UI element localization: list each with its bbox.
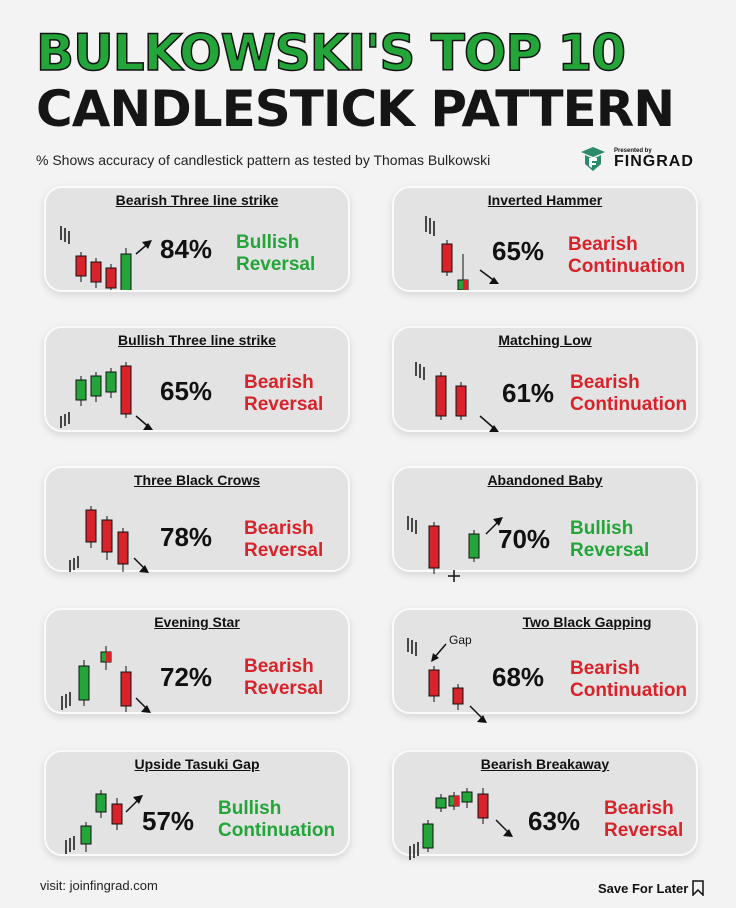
result-label: Bearish Reversal [604, 798, 684, 842]
candlestick-pattern-icon [415, 362, 499, 432]
pattern-card: Bullish Three line strike 65% Bearish Rev… [44, 326, 350, 432]
candlestick-pattern-icon [425, 216, 499, 290]
pattern-name: Bearish Three line strike [115, 192, 279, 208]
save-for-later-button[interactable]: Save For Later [598, 880, 705, 896]
result-label: Bearish Reversal [244, 372, 324, 416]
accuracy-value: 72% [160, 662, 213, 692]
pattern-name: Bearish Breakaway [480, 756, 610, 772]
subtitle: % Shows accuracy of candlestick pattern … [36, 152, 491, 168]
result-label: Bearish Reversal [244, 656, 324, 700]
gap-annotation: Gap [449, 633, 472, 647]
candlestick-pattern-icon [60, 226, 152, 290]
pattern-card: Inverted Hammer 65% Bearish Continuation [392, 186, 698, 292]
brand[interactable]: Presented by FINGRAD [578, 144, 694, 174]
pattern-card: Abandoned Baby 70% Bullish Reversal [392, 466, 698, 582]
accuracy-value: 65% [492, 236, 545, 266]
brand-presented-label: Presented by [614, 148, 652, 154]
accuracy-value: 70% [498, 524, 551, 554]
fingrad-logo-icon [581, 147, 605, 171]
pattern-card: Matching Low 61% Bearish Continuation [392, 326, 698, 432]
pattern-card: Evening Star 72% Bearish Reversal [44, 608, 350, 714]
result-label: Bullish Reversal [236, 232, 316, 276]
bookmark-icon [692, 880, 705, 896]
candlestick-pattern-icon [407, 516, 503, 582]
pattern-name: Upside Tasuki Gap [134, 756, 260, 772]
candlestick-pattern-icon [409, 788, 513, 860]
accuracy-value: 61% [502, 378, 555, 408]
save-label: Save For Later [598, 880, 689, 896]
accuracy-value: 68% [492, 662, 545, 692]
result-label: Bearish Reversal [244, 518, 324, 562]
accuracy-value: 65% [160, 376, 213, 406]
candlestick-pattern-icon [61, 646, 151, 713]
accuracy-value: 78% [160, 522, 213, 552]
title-line-1: BULKOWSKI'S TOP 10 [35, 24, 627, 82]
brand-name: FINGRAD [614, 153, 694, 170]
pattern-name: Two Black Gapping [522, 614, 652, 630]
pattern-card: Bearish Three line strike 84% Bullish Rev… [44, 186, 350, 292]
pattern-name: Three Black Crows [133, 472, 261, 488]
pattern-card: Two Black Gapping Gap 68% Bearish Continu… [392, 608, 698, 723]
pattern-name: Abandoned Baby [487, 472, 603, 488]
result-label: Bullish Reversal [570, 518, 650, 562]
candlestick-pattern-icon [60, 362, 153, 430]
accuracy-value: 57% [142, 806, 195, 836]
accuracy-value: 84% [160, 234, 213, 264]
pattern-name: Bullish Three line strike [118, 332, 276, 348]
visit-link[interactable]: visit: joinfingrad.com [40, 878, 158, 893]
pattern-name: Matching Low [498, 332, 592, 348]
title-line-2: CANDLESTICK PATTERN [36, 80, 675, 138]
result-label: Bearish Continuation [570, 372, 688, 416]
pattern-name: Evening Star [154, 614, 240, 630]
accuracy-value: 63% [528, 806, 581, 836]
result-label: Bullish Continuation [218, 798, 336, 842]
pattern-card: Bearish Breakaway 63% Bearish Reversal [392, 750, 698, 860]
result-label: Bearish Continuation [570, 658, 688, 702]
candlestick-pattern-icon [69, 506, 149, 573]
pattern-name: Inverted Hammer [487, 192, 603, 208]
candlestick-pattern-icon: Gap [407, 633, 487, 723]
pattern-card: Upside Tasuki Gap 57% Bullish Continuatio… [44, 750, 350, 856]
candlestick-pattern-icon [65, 790, 143, 854]
pattern-card: Three Black Crows 78% Bearish Reversal [44, 466, 350, 573]
result-label: Bearish Continuation [568, 234, 686, 278]
